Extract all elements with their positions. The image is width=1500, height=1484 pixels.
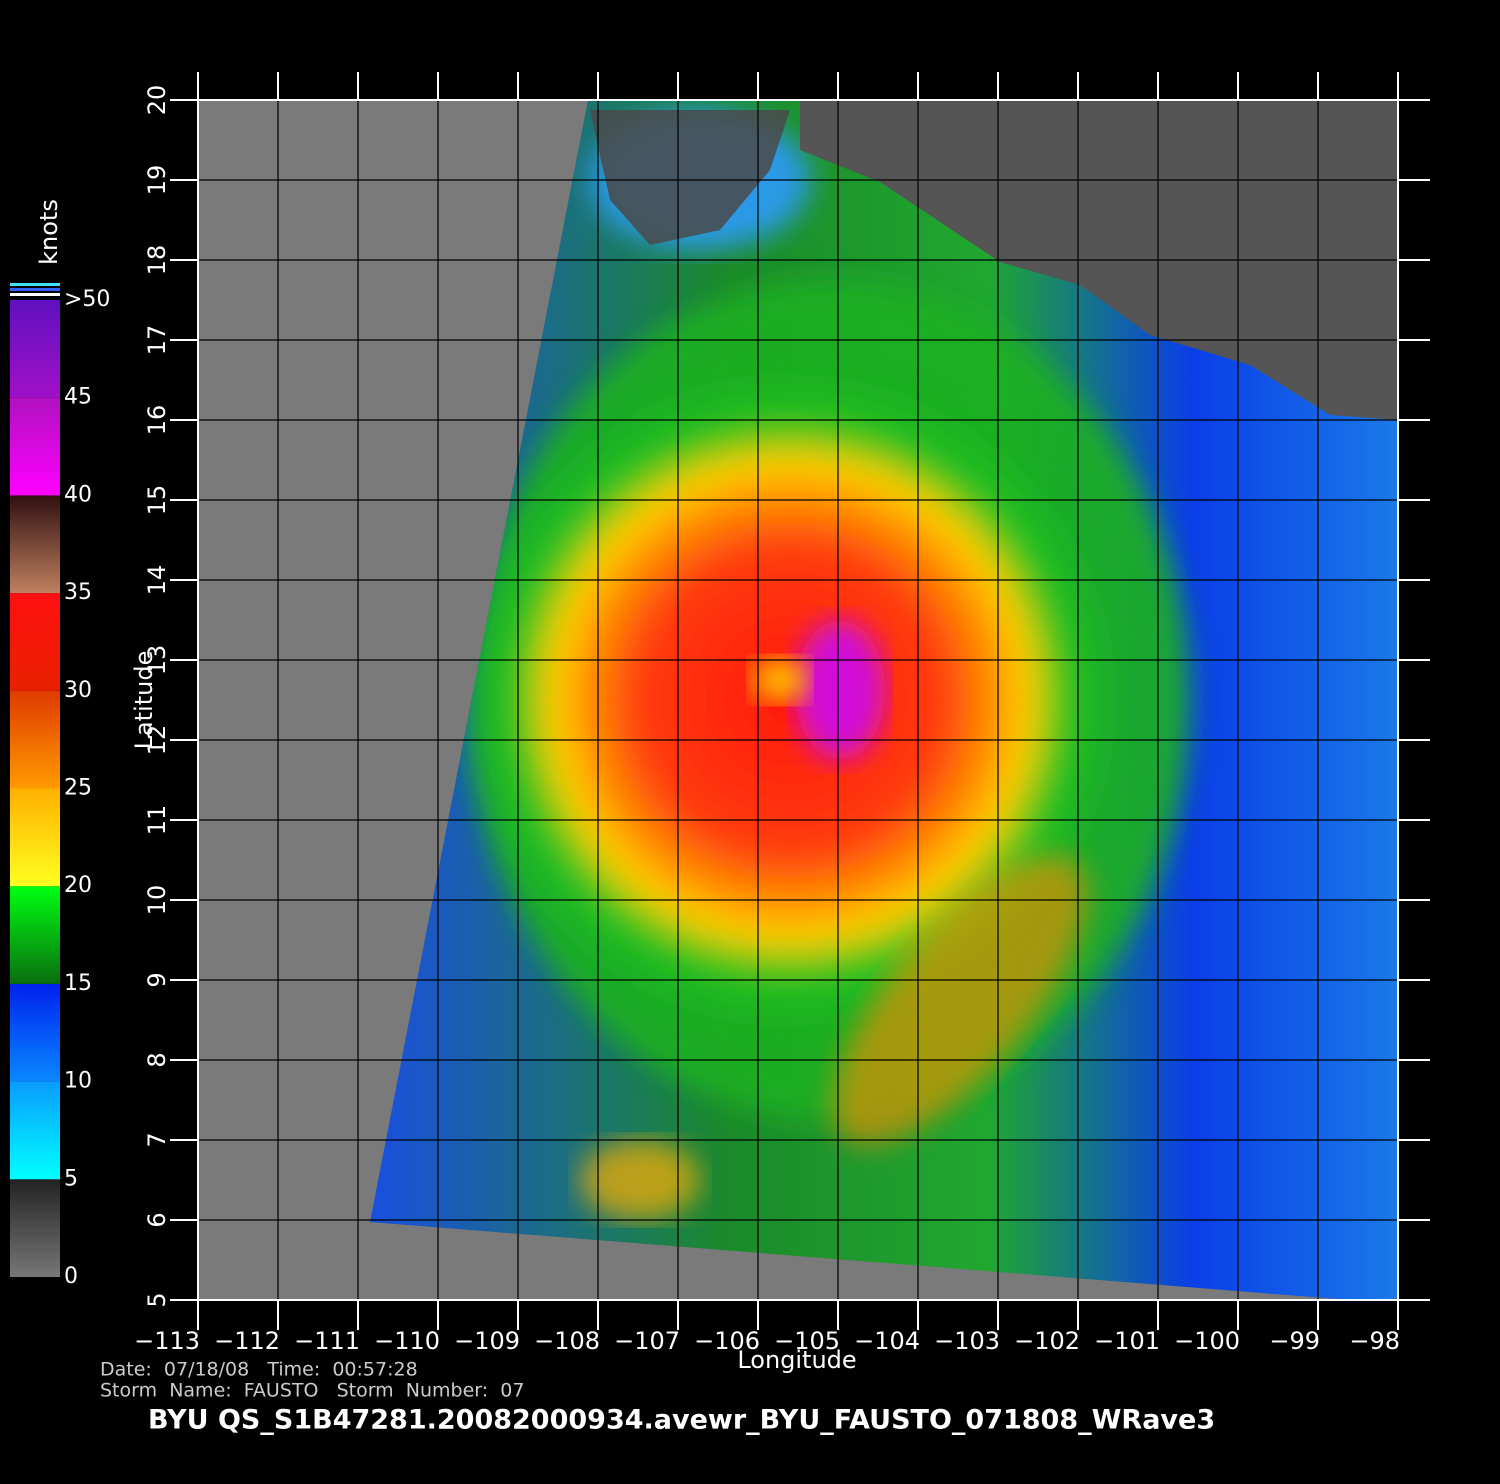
x-tick-label: −113: [134, 1327, 200, 1355]
x-tick-label: −98: [1349, 1327, 1400, 1355]
colorbar-tick-label: 25: [64, 776, 92, 801]
y-tick-label: 14: [143, 565, 171, 596]
colorbar-segment: [10, 1081, 60, 1180]
rain-flag-area: [590, 110, 790, 245]
colorbar-segment: [10, 886, 60, 984]
colorbar-tick-label: 20: [64, 873, 92, 898]
colorbar-tick-label: 35: [64, 580, 92, 605]
colorbar-title: knots: [35, 199, 63, 265]
x-tick-label: −100: [1174, 1327, 1240, 1355]
x-axis-label: Longitude: [737, 1346, 856, 1374]
colorbar-cap: [10, 283, 60, 286]
x-tick-label: −108: [534, 1327, 600, 1355]
date-time: Date: 07/18/08 Time: 00:57:28: [100, 1359, 418, 1381]
y-tick-label: 20: [143, 85, 171, 116]
storm-info: Storm Name: FAUSTO Storm Number: 07: [100, 1380, 524, 1402]
colorbar-segment: [10, 1179, 60, 1277]
y-tick-label: 17: [143, 325, 171, 356]
y-tick-label: 11: [143, 805, 171, 836]
wind-field: [460, 110, 1190, 1220]
colorbar: 0 5 10 15 20 25 30 35 40 45 >50: [10, 283, 110, 1289]
x-tick-label: −111: [294, 1327, 360, 1355]
x-tick-label: −103: [934, 1327, 1000, 1355]
x-tick-label: −101: [1094, 1327, 1160, 1355]
colorbar-segment: [10, 300, 60, 398]
x-tick-label: −112: [214, 1327, 280, 1355]
colorbar-segment: [10, 983, 60, 1082]
colorbar-segment: [10, 495, 60, 594]
y-tick-label: 13: [143, 645, 171, 676]
colorbar-tick-label: 10: [64, 1069, 92, 1094]
colorbar-tick-label: >50: [64, 287, 110, 312]
colorbar-tick-label: 0: [64, 1264, 78, 1289]
y-tick-label: 12: [143, 725, 171, 756]
colorbar-segment: [10, 788, 60, 887]
x-tick-label: −109: [454, 1327, 520, 1355]
x-tick-label: −110: [374, 1327, 440, 1355]
y-tick-label: 15: [143, 485, 171, 516]
colorbar-segment: [10, 593, 60, 691]
colorbar-segment: [10, 690, 60, 789]
axis-ticks: −113 −112 −111 −110 −109 −108 −107 −106 −105 −104…: [134, 72, 1430, 1355]
colorbar-tick-label: 40: [64, 482, 92, 507]
plot-frame: [197, 99, 1399, 1301]
x-tick-label: −105: [774, 1327, 840, 1355]
y-axis-label: Latitude: [130, 651, 158, 750]
colorbar-tick-label: 45: [64, 385, 92, 410]
product-title: BYU QS_S1B47281.20082000934.avewr_BYU_FA…: [148, 1405, 1215, 1436]
y-tick-label: 8: [143, 1052, 171, 1067]
x-tick-label: −102: [1014, 1327, 1080, 1355]
x-tick-label: −107: [614, 1327, 680, 1355]
colorbar-cap: [10, 288, 60, 291]
storm-core: [795, 620, 885, 760]
y-tick-label: 19: [143, 165, 171, 196]
x-tick-label: −104: [854, 1327, 920, 1355]
grid: [197, 99, 1399, 1301]
colorbar-tick-label: 30: [64, 678, 92, 703]
y-tick-label: 5: [143, 1292, 171, 1307]
y-tick-label: 9: [143, 972, 171, 987]
storm-eye: [752, 658, 808, 702]
y-tick-label: 10: [143, 885, 171, 916]
colorbar-tick-label: 5: [64, 1166, 78, 1191]
x-tick-label: −106: [694, 1327, 760, 1355]
y-tick-label: 18: [143, 245, 171, 276]
y-tick-label: 16: [143, 405, 171, 436]
wind-band: [832, 854, 1088, 1146]
x-tick-label: −99: [1269, 1327, 1320, 1355]
y-tick-label: 6: [143, 1212, 171, 1227]
colorbar-cap: [10, 293, 60, 296]
colorbar-tick-label: 15: [64, 971, 92, 996]
wind-band: [580, 1140, 700, 1220]
y-tick-label: 7: [143, 1132, 171, 1147]
colorbar-segment: [10, 397, 60, 496]
